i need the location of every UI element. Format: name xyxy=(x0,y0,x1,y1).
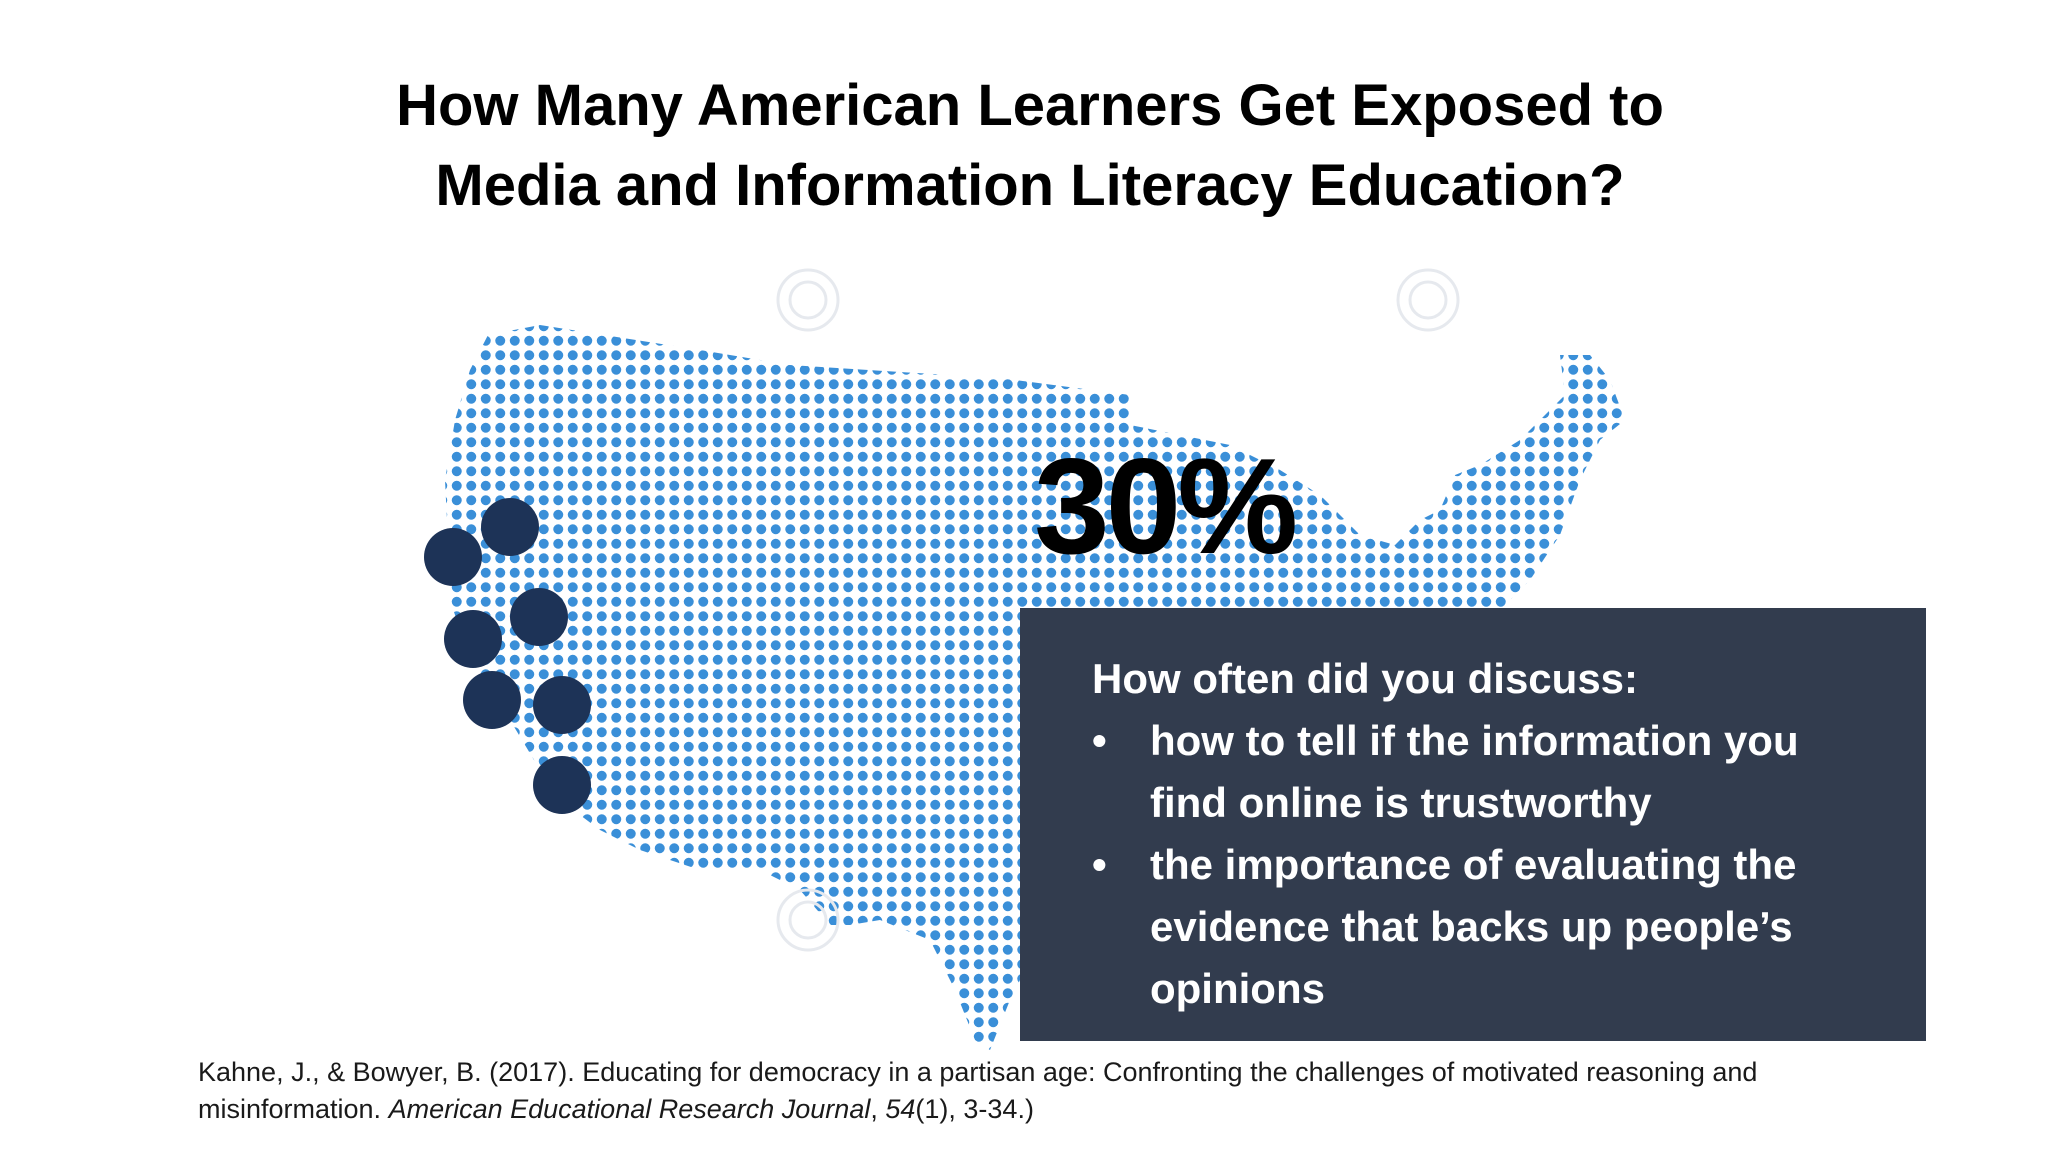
watermark-swirl-icon xyxy=(776,268,1460,952)
highlight-dot xyxy=(533,676,591,734)
title-line-1: How Many American Learners Get Exposed t… xyxy=(396,73,1664,138)
bullet-text: how to tell if the information you find … xyxy=(1150,717,1799,826)
highlight-dot xyxy=(424,528,482,586)
highlight-dot xyxy=(444,610,502,668)
citation-authors-title: Kahne, J., & Bowyer, B. (2017). Educatin… xyxy=(198,1057,1758,1124)
bullet-item: • how to tell if the information you fin… xyxy=(1092,710,1876,834)
question-heading: How often did you discuss: xyxy=(1092,655,1639,702)
citation-journal: American Educational Research Journal xyxy=(388,1094,871,1124)
citation: Kahne, J., & Bowyer, B. (2017). Educatin… xyxy=(198,1057,1758,1124)
highlight-dot xyxy=(533,756,591,814)
highlight-dots xyxy=(424,498,591,814)
bullet-text: the importance of evaluating the evidenc… xyxy=(1150,841,1797,1012)
citation-volume: 54 xyxy=(885,1094,916,1124)
citation-issue-pages: (1), 3-34.) xyxy=(915,1094,1034,1124)
title-line-2: Media and Information Literacy Education… xyxy=(435,153,1625,218)
bullet-item: • the importance of evaluating the evide… xyxy=(1092,834,1876,1020)
big-stat: 30% xyxy=(1034,430,1298,582)
bullet-symbol: • xyxy=(1092,717,1107,764)
question-box: How often did you discuss: • how to tell… xyxy=(1020,608,1926,1041)
bullet-symbol: • xyxy=(1092,841,1107,888)
highlight-dot xyxy=(510,588,568,646)
highlight-dot xyxy=(463,671,521,729)
highlight-dot xyxy=(481,498,539,556)
page-title: How Many American Learners Get Exposed t… xyxy=(220,66,1840,226)
